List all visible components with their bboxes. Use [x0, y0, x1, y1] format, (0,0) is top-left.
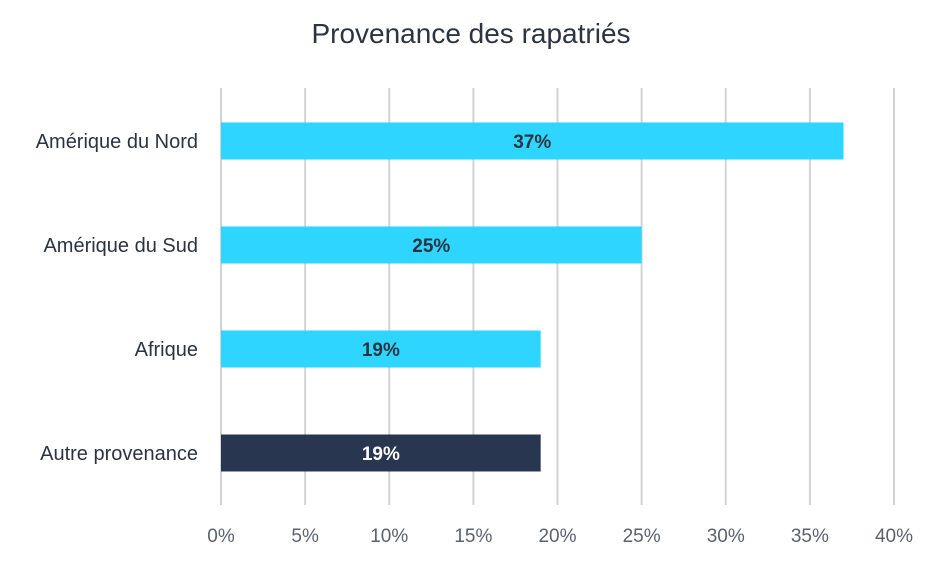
x-tick-label: 35%: [791, 526, 829, 547]
x-tick-label: 10%: [370, 526, 408, 547]
data-label: 19%: [362, 444, 400, 465]
x-tick-label: 5%: [291, 526, 319, 547]
x-tick-label: 0%: [207, 526, 235, 547]
category-label: Afrique: [135, 339, 198, 361]
data-label: 25%: [412, 236, 450, 257]
category-label: Autre provenance: [40, 443, 198, 465]
x-tick-label: 40%: [875, 526, 913, 547]
bar: [221, 434, 541, 472]
x-tick-label: 15%: [454, 526, 492, 547]
category-label: Amérique du Nord: [36, 131, 198, 153]
category-label: Amérique du Sud: [43, 235, 198, 257]
chart-title: Provenance des rapatriés: [311, 18, 631, 49]
data-label: 19%: [362, 340, 400, 361]
x-tick-label: 30%: [707, 526, 745, 547]
bar: [221, 226, 642, 264]
bar: [221, 330, 541, 368]
x-tick-label: 20%: [538, 526, 576, 547]
bar: [221, 122, 844, 160]
x-tick-label: 25%: [623, 526, 661, 547]
data-label: 37%: [513, 132, 551, 153]
